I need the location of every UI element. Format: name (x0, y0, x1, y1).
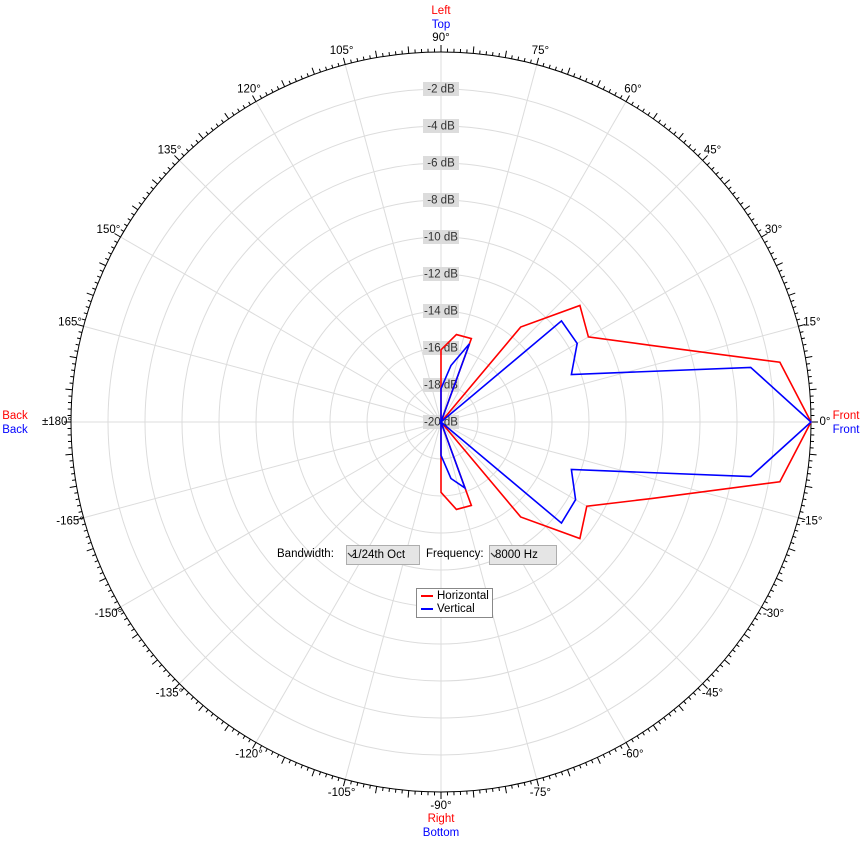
angle-label: 15° (803, 317, 820, 329)
grid-spoke (120, 421, 442, 608)
direction-label: Back (2, 410, 28, 422)
angle-label: -135° (156, 688, 184, 700)
angle-label: 60° (624, 83, 641, 95)
grid-spoke (344, 421, 442, 780)
direction-label: Top (432, 19, 451, 31)
grid-spoke (120, 236, 442, 423)
ring-label: -10 dB (424, 232, 458, 244)
bandwidth-value: 1/24th Oct (352, 549, 406, 561)
grid-spoke (255, 421, 442, 743)
grid-spoke (440, 101, 627, 423)
angle-label: 165° (58, 317, 82, 329)
frequency-select[interactable]: 8000 Hz (489, 545, 557, 565)
grid-spoke (440, 421, 799, 519)
angle-label: ±180° (42, 416, 72, 428)
series-line (439, 319, 813, 525)
grid-spoke (440, 421, 703, 684)
dropdown-arrow (347, 552, 356, 558)
ring-label-bg (423, 304, 459, 318)
grid-spoke (179, 421, 442, 684)
ring-label-bg (423, 82, 459, 96)
angle-label: 75° (532, 45, 549, 57)
bandwidth-select[interactable]: 1/24th Oct (346, 545, 420, 565)
legend-entry: Vertical (421, 603, 475, 616)
legend-swatch (421, 607, 433, 610)
ring-label: -6 dB (427, 158, 455, 170)
angle-label: 30° (765, 224, 782, 236)
direction-label: Right (428, 813, 456, 825)
angle-label: -150° (95, 608, 123, 620)
angle-label: -165° (56, 515, 84, 527)
grid-spoke (179, 160, 442, 423)
angle-label: 105° (330, 45, 354, 57)
grid-spoke (440, 236, 762, 423)
grid-spoke (255, 101, 442, 423)
legend-label: Horizontal (437, 590, 489, 602)
direction-label: Front (833, 410, 861, 422)
angle-label: -120° (235, 749, 263, 761)
angle-label: 90° (432, 32, 449, 44)
ring-label: -16 dB (424, 343, 458, 355)
ring-label-bg (423, 267, 459, 281)
angle-label: -90° (430, 800, 451, 812)
legend-label: Vertical (437, 603, 475, 615)
direction-label: Bottom (423, 827, 459, 839)
direction-label: Front (833, 424, 861, 436)
angle-label: -30° (763, 608, 784, 620)
ring-label: -2 dB (427, 84, 455, 96)
grid-spoke (440, 421, 627, 743)
angle-label: -60° (622, 749, 643, 761)
ring-label-bg (423, 341, 459, 355)
ring-label: -14 dB (424, 306, 458, 318)
frequency-label: Frequency: (426, 548, 484, 560)
angle-label: -15° (801, 515, 822, 527)
degree-ticks (64, 45, 818, 799)
grid-spoke (440, 325, 799, 423)
legend-swatch (421, 594, 433, 597)
angle-label: 120° (237, 83, 261, 95)
grid-spoke (83, 421, 442, 519)
grid-spoke (440, 64, 538, 423)
ring-label: -8 dB (427, 195, 455, 207)
grid-spoke (440, 160, 703, 423)
ring-label: -12 dB (424, 269, 458, 281)
angle-label: 0° (820, 416, 831, 428)
bandwidth-label: Bandwidth: (277, 548, 334, 560)
legend-entry: Horizontal (421, 590, 489, 603)
direction-label: Back (2, 424, 28, 436)
angle-label: -45° (702, 688, 723, 700)
dropdown-arrow (490, 552, 499, 558)
grid-spoke (344, 64, 442, 423)
legend: Horizontal Vertical (416, 588, 493, 618)
ring-label-bg (423, 156, 459, 170)
ring-label: -4 dB (427, 121, 455, 133)
angle-label: -105° (328, 787, 356, 799)
frequency-value: 8000 Hz (495, 549, 538, 561)
angle-label: 135° (158, 145, 182, 157)
grid-spoke (83, 325, 442, 423)
angle-label: 150° (97, 224, 121, 236)
ring-label-bg (423, 119, 459, 133)
ring-label-bg (423, 230, 459, 244)
angle-label: -75° (530, 787, 551, 799)
grid-spoke (440, 421, 762, 608)
angle-label: 45° (704, 145, 721, 157)
ring-label-bg (423, 193, 459, 207)
direction-label: Left (431, 5, 451, 17)
